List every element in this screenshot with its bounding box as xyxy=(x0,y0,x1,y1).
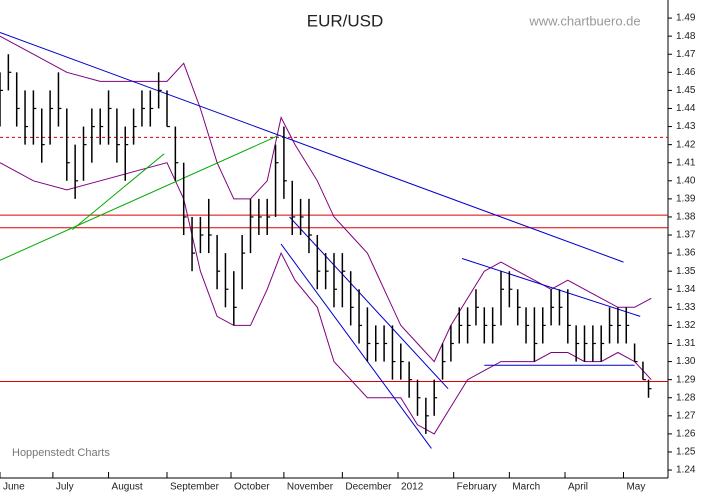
y-tick-label: 1.29 xyxy=(676,374,696,385)
x-tick-label: July xyxy=(56,482,74,492)
y-tick-label: 1.26 xyxy=(676,429,696,440)
y-tick-label: 1.35 xyxy=(676,266,696,277)
y-tick-label: 1.28 xyxy=(676,392,696,403)
x-tick-label: August xyxy=(112,482,143,492)
trend-line xyxy=(280,243,432,449)
trend-line xyxy=(0,135,279,261)
y-tick-label: 1.24 xyxy=(676,465,696,476)
y-tick-label: 1.44 xyxy=(676,103,696,114)
x-tick-label: September xyxy=(170,482,220,492)
y-tick-label: 1.38 xyxy=(676,212,696,223)
y-tick-label: 1.36 xyxy=(676,248,696,259)
credit-label: Hoppenstedt Charts xyxy=(12,447,110,459)
x-tick-label: 2012 xyxy=(401,482,424,492)
y-tick-label: 1.31 xyxy=(676,338,696,349)
y-tick-label: 1.30 xyxy=(676,356,696,367)
x-tick-label: June xyxy=(3,482,25,492)
y-tick-label: 1.25 xyxy=(676,447,696,458)
trend-line xyxy=(72,153,165,230)
y-tick-label: 1.42 xyxy=(676,139,696,150)
y-tick-label: 1.45 xyxy=(676,85,696,96)
x-tick-label: December xyxy=(345,482,392,492)
trend-line xyxy=(289,216,449,390)
y-tick-label: 1.43 xyxy=(676,121,696,132)
y-tick-label: 1.37 xyxy=(676,230,696,241)
trend-line xyxy=(461,258,641,317)
y-tick-label: 1.48 xyxy=(676,31,696,42)
y-tick-label: 1.34 xyxy=(676,284,696,295)
y-tick-label: 1.32 xyxy=(676,320,696,331)
y-tick-label: 1.33 xyxy=(676,302,696,313)
x-tick-label: October xyxy=(234,482,270,492)
x-tick-label: March xyxy=(512,482,540,492)
y-tick-label: 1.47 xyxy=(676,49,696,60)
y-tick-label: 1.40 xyxy=(676,175,696,186)
y-tick-label: 1.41 xyxy=(676,157,696,168)
x-tick-label: April xyxy=(568,482,588,492)
chart-title: EUR/USD xyxy=(307,11,384,30)
x-tick-label: February xyxy=(457,482,497,492)
bollinger-band xyxy=(0,162,652,435)
y-tick-label: 1.46 xyxy=(676,67,696,78)
y-tick-label: 1.49 xyxy=(676,13,696,24)
x-tick-label: November xyxy=(287,482,334,492)
bollinger-band xyxy=(0,35,652,363)
x-tick-label: May xyxy=(626,482,645,492)
trend-line xyxy=(0,32,624,263)
y-tick-label: 1.27 xyxy=(676,410,696,421)
y-tick-label: 1.39 xyxy=(676,194,696,205)
source-label: www.chartbuero.de xyxy=(528,13,640,28)
